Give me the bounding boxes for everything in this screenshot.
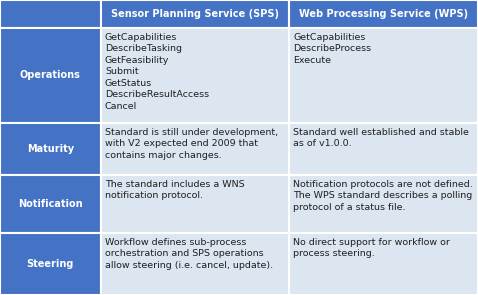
Text: Steering: Steering bbox=[27, 259, 74, 269]
Text: Web Processing Service (WPS): Web Processing Service (WPS) bbox=[299, 9, 468, 19]
Bar bbox=[289, 233, 478, 295]
Text: Notification protocols are not defined.
The WPS standard describes a polling
pro: Notification protocols are not defined. … bbox=[293, 180, 473, 212]
Bar bbox=[289, 175, 478, 233]
Bar bbox=[101, 123, 289, 175]
Bar bbox=[101, 28, 289, 123]
Text: No direct support for workflow or
process steering.: No direct support for workflow or proces… bbox=[293, 238, 450, 258]
Text: GetCapabilities
DescribeProcess
Execute: GetCapabilities DescribeProcess Execute bbox=[293, 33, 371, 65]
Bar bbox=[289, 123, 478, 175]
Text: Notification: Notification bbox=[18, 199, 83, 209]
Bar bbox=[0, 0, 101, 28]
Text: Maturity: Maturity bbox=[27, 144, 74, 154]
Text: Standard is still under development,
with V2 expected end 2009 that
contains maj: Standard is still under development, wit… bbox=[105, 128, 278, 160]
Bar bbox=[289, 28, 478, 123]
Text: The standard includes a WNS
notification protocol.: The standard includes a WNS notification… bbox=[105, 180, 245, 200]
Bar bbox=[0, 28, 101, 123]
Text: Operations: Operations bbox=[20, 71, 81, 81]
Bar bbox=[101, 175, 289, 233]
Bar bbox=[0, 233, 101, 295]
Text: GetCapabilities
DescribeTasking
GetFeasibility
Submit
GetStatus
DescribeResultAc: GetCapabilities DescribeTasking GetFeasi… bbox=[105, 33, 209, 111]
Bar bbox=[101, 233, 289, 295]
Bar bbox=[0, 175, 101, 233]
Text: Workflow defines sub-process
orchestration and SPS operations
allow steering (i.: Workflow defines sub-process orchestrati… bbox=[105, 238, 273, 270]
Text: Standard well established and stable
as of v1.0.0.: Standard well established and stable as … bbox=[293, 128, 469, 148]
Bar bbox=[101, 0, 289, 28]
Bar bbox=[289, 0, 478, 28]
Bar bbox=[0, 123, 101, 175]
Text: Sensor Planning Service (SPS): Sensor Planning Service (SPS) bbox=[111, 9, 279, 19]
